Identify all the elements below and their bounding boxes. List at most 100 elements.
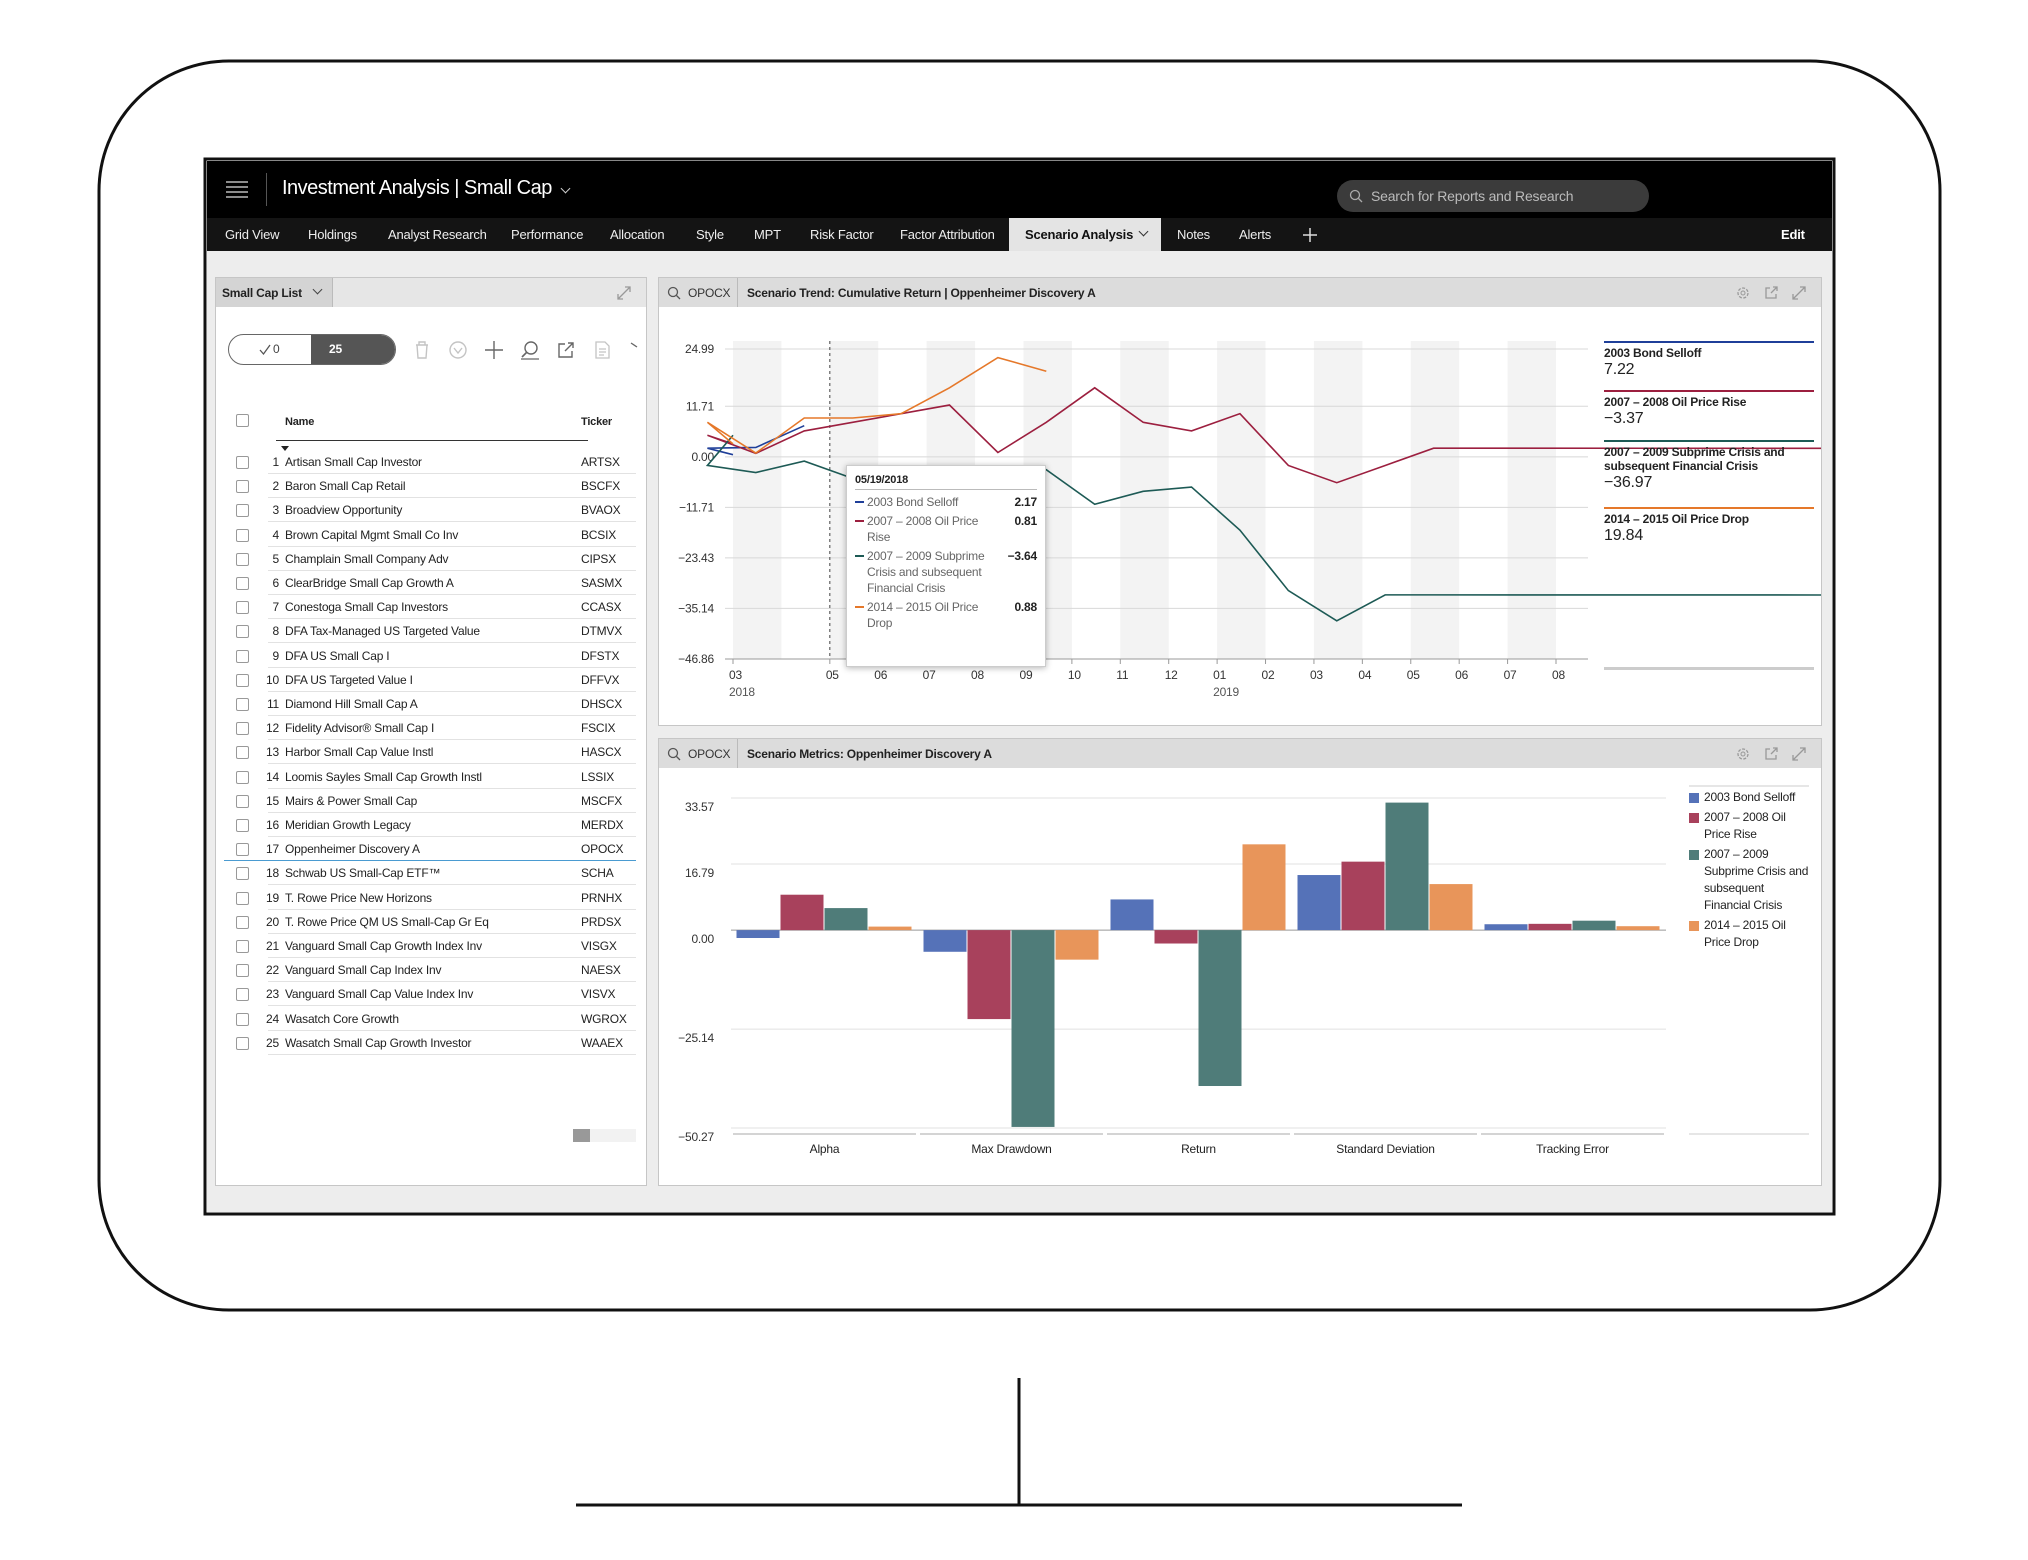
tab[interactable]: Risk Factor	[810, 227, 874, 242]
legend-swatch	[1689, 850, 1699, 860]
row-number: 1	[272, 455, 280, 469]
tab[interactable]: Allocation	[610, 227, 665, 242]
tab[interactable]: Analyst Research	[388, 227, 487, 242]
search-box[interactable]: Search for Reports and Research	[1337, 180, 1649, 212]
fund-ticker: LSSIX	[581, 769, 615, 784]
checkbox[interactable]	[236, 649, 249, 663]
add-icon[interactable]	[484, 340, 504, 360]
checkbox[interactable]	[236, 625, 249, 639]
row-separator	[268, 1029, 636, 1031]
fund-name[interactable]: Fidelity Advisor® Small Cap I	[285, 721, 435, 736]
tab[interactable]: MPT	[754, 227, 781, 242]
checkbox[interactable]	[236, 964, 249, 978]
checkbox[interactable]	[236, 988, 249, 1002]
tab[interactable]: Alerts	[1239, 227, 1272, 242]
tab[interactable]: Factor Attribution	[900, 227, 995, 242]
report-icon[interactable]	[592, 340, 612, 360]
fund-name[interactable]: Mairs & Power Small Cap	[285, 793, 418, 808]
menu-icon[interactable]	[225, 179, 249, 199]
fund-name[interactable]: Vanguard Small Cap Value Index Inv	[285, 987, 474, 1002]
checkbox[interactable]	[236, 940, 249, 953]
fund-name[interactable]: T. Rowe Price New Horizons	[285, 890, 432, 905]
checkbox[interactable]	[236, 843, 249, 857]
icon-part	[1303, 228, 1317, 242]
edit-button[interactable]: Edit	[1781, 227, 1805, 242]
checkbox[interactable]	[236, 456, 249, 469]
checkbox[interactable]	[236, 698, 249, 711]
toggle[interactable]: 0 25	[228, 334, 396, 365]
export-icon[interactable]	[556, 340, 576, 360]
checkbox[interactable]	[236, 1036, 249, 1050]
checkbox[interactable]	[236, 414, 249, 427]
fund-name[interactable]: Wasatch Core Growth	[285, 1011, 399, 1026]
checkbox[interactable]	[236, 480, 249, 494]
fund-name[interactable]: Schwab US Small-Cap ETF™	[285, 866, 441, 881]
settings-icon[interactable]	[1735, 746, 1751, 762]
panel-header: OPOCX Scenario Metrics: Oppenheimer Disco…	[659, 739, 1821, 768]
tab[interactable]: Grid View	[225, 227, 280, 242]
checkbox[interactable]	[236, 819, 249, 832]
fund-name[interactable]: Baron Small Cap Retail	[285, 479, 406, 494]
checkbox[interactable]	[236, 891, 249, 905]
tooltip-date: 05/19/2018	[855, 474, 1037, 490]
fund-name[interactable]: Champlain Small Company Adv	[285, 551, 449, 566]
checkbox[interactable]	[236, 915, 249, 929]
tab[interactable]: Holdings	[308, 227, 357, 242]
checkbox[interactable]	[236, 528, 249, 542]
fund-name[interactable]: Diamond Hill Small Cap A	[285, 697, 418, 711]
fund-name[interactable]: Harbor Small Cap Value Instl	[285, 745, 434, 760]
checkbox[interactable]	[236, 770, 249, 784]
x-tick-label: 06	[1455, 668, 1468, 682]
fund-name[interactable]: Loomis Sayles Small Cap Growth Instl	[285, 769, 482, 784]
checkbox[interactable]	[236, 794, 249, 808]
tab[interactable]: Style	[696, 227, 724, 242]
fund-name[interactable]: DFA US Targeted Value I	[285, 672, 413, 687]
popout-icon[interactable]	[1763, 746, 1779, 762]
fund-name[interactable]: Brown Capital Mgmt Small Co Inv	[285, 527, 459, 542]
fund-name[interactable]: Broadview Opportunity	[285, 503, 403, 518]
fund-name[interactable]: Vanguard Small Cap Growth Index Inv	[285, 939, 482, 953]
fund-name[interactable]: Oppenheimer Discovery A	[285, 842, 420, 857]
checkbox[interactable]	[236, 673, 249, 687]
more-icon[interactable]	[628, 340, 648, 360]
icon-part	[667, 747, 679, 759]
fund-name[interactable]: T. Rowe Price QM US Small-Cap Gr Eq	[285, 914, 489, 929]
checkbox[interactable]	[236, 722, 249, 736]
checkbox[interactable]	[236, 552, 249, 566]
add-tab-icon[interactable]	[1302, 227, 1318, 243]
column-header[interactable]: Ticker	[581, 416, 613, 428]
expand-icon[interactable]	[1791, 285, 1807, 301]
fund-name[interactable]: Vanguard Small Cap Index Inv	[285, 963, 442, 978]
fund-name[interactable]: DFA Tax-Managed US Targeted Value	[285, 624, 480, 639]
panel-search-icon[interactable]	[667, 286, 681, 300]
tab[interactable]: Performance	[511, 227, 584, 242]
checkbox[interactable]	[236, 601, 249, 615]
delete-icon[interactable]	[412, 340, 432, 360]
column-header[interactable]: Name	[285, 416, 315, 428]
fund-name[interactable]: Meridian Growth Legacy	[285, 818, 411, 832]
find-icon[interactable]	[520, 340, 540, 360]
fund-name[interactable]: ClearBridge Small Cap Growth A	[285, 576, 454, 590]
panel-search-icon[interactable]	[667, 747, 681, 761]
settings-icon[interactable]	[1735, 285, 1751, 301]
fund-name[interactable]: Artisan Small Cap Investor	[285, 455, 422, 469]
checkbox[interactable]	[236, 504, 249, 518]
y-tick-label: −35.14	[678, 601, 714, 615]
fund-name[interactable]: Conestoga Small Cap Investors	[285, 600, 448, 615]
checkbox[interactable]	[236, 1012, 249, 1026]
metrics-panel: OPOCX Scenario Metrics: Oppenheimer Disco…	[658, 738, 1822, 1186]
tab[interactable]: Notes	[1177, 227, 1210, 242]
checkbox[interactable]	[236, 577, 249, 590]
checkbox[interactable]	[236, 746, 249, 760]
fund-name[interactable]: DFA US Small Cap I	[285, 648, 390, 663]
expand-icon[interactable]	[616, 285, 632, 301]
approve-icon[interactable]	[448, 340, 468, 360]
checkbox[interactable]	[236, 867, 249, 881]
app-title[interactable]: Investment Analysis | Small Cap	[282, 177, 552, 199]
tab-active[interactable]: Scenario Analysis	[1025, 227, 1134, 242]
expand-icon[interactable]	[1791, 746, 1807, 762]
fund-name[interactable]: Wasatch Small Cap Growth Investor	[285, 1035, 472, 1050]
popout-icon[interactable]	[1763, 285, 1779, 301]
bar	[1616, 926, 1660, 931]
row-separator	[268, 642, 636, 644]
